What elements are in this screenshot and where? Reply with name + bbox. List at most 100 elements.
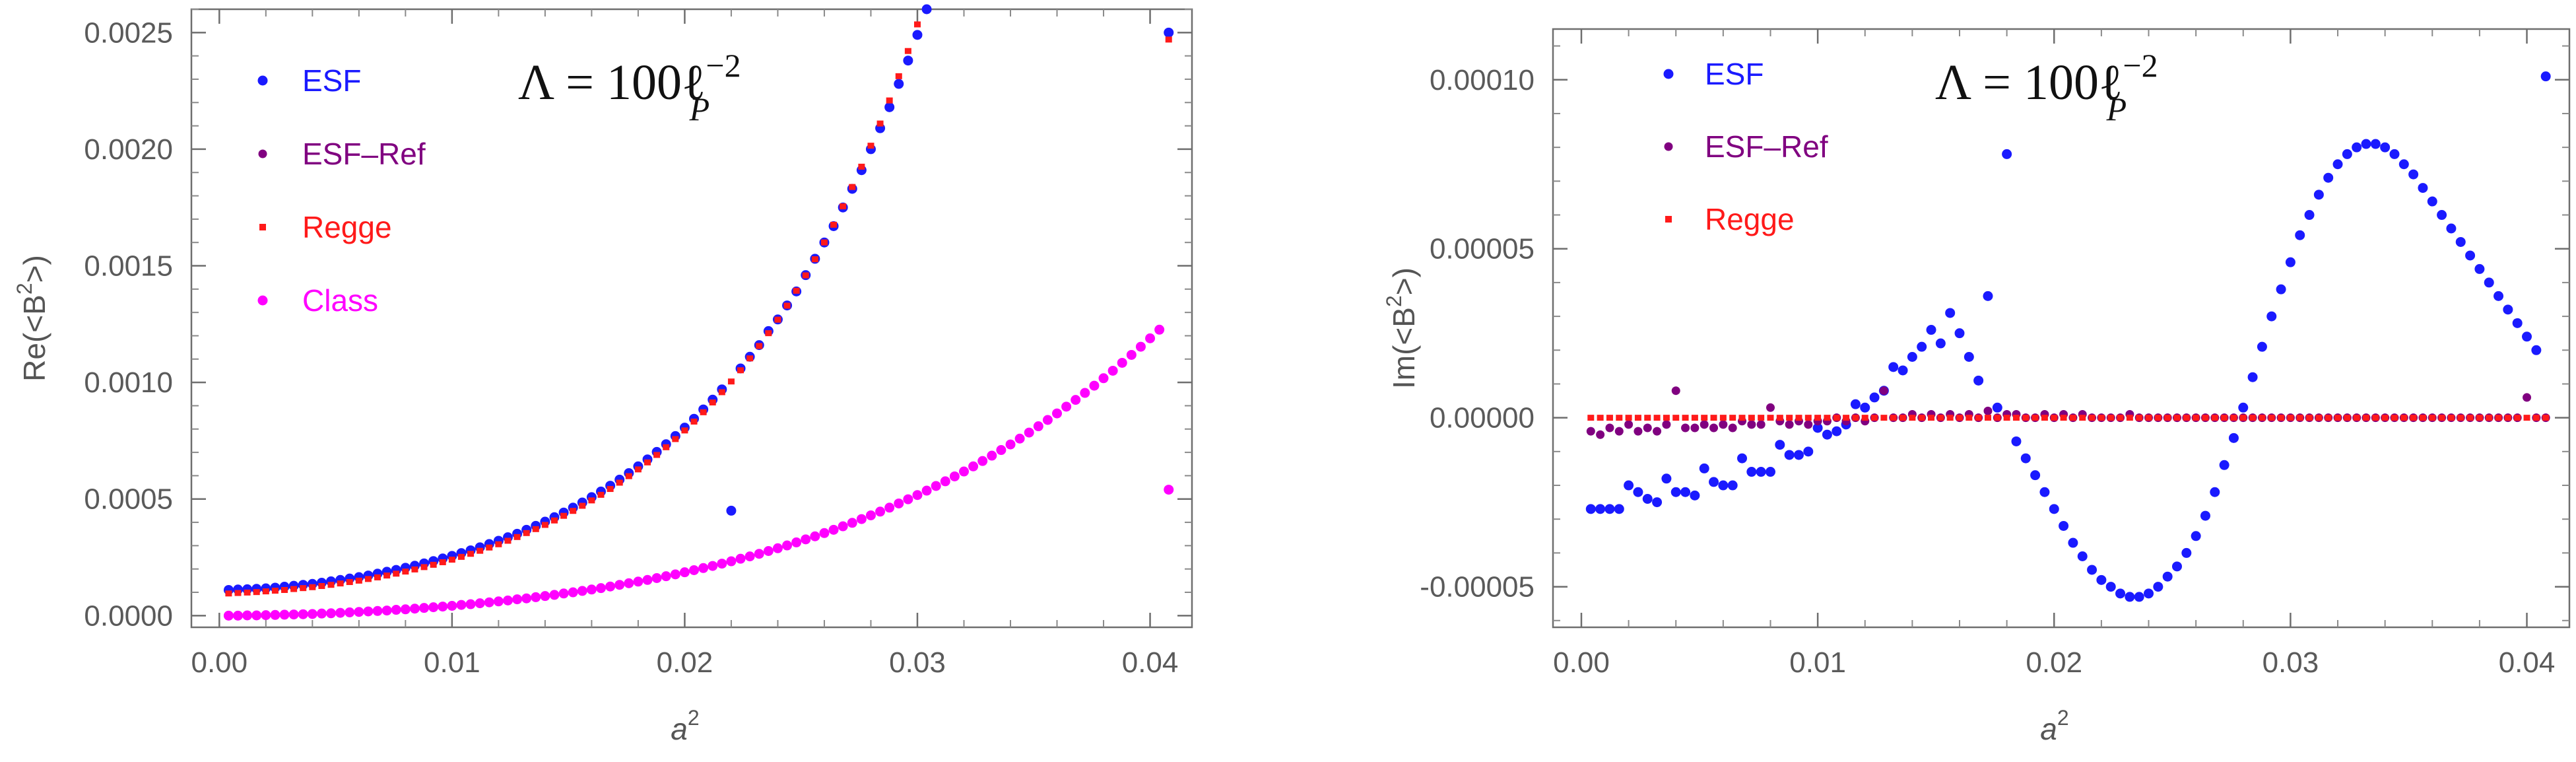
data-point [1690, 423, 1700, 433]
data-point [1701, 415, 1708, 421]
data-point [801, 534, 811, 545]
data-point [457, 553, 465, 560]
data-point [2097, 415, 2105, 421]
data-point [1681, 423, 1690, 433]
data-point [242, 610, 253, 621]
data-point [233, 610, 244, 621]
data-point [912, 30, 923, 40]
data-point [1005, 439, 1016, 450]
data-point [2002, 149, 2012, 159]
y-tick-label: 0.00010 [1430, 64, 1535, 96]
x-axis-label-sup: 2 [2057, 706, 2069, 730]
legend-label: ESF–Ref [1705, 129, 1828, 164]
data-point [2068, 537, 2078, 548]
data-point [1795, 415, 1802, 421]
data-point [1699, 463, 1709, 473]
data-point [782, 540, 793, 551]
data-point [381, 606, 392, 616]
data-point [2060, 415, 2067, 421]
data-point [633, 576, 644, 587]
data-point [1945, 308, 1956, 318]
series-class [223, 324, 1174, 621]
legend-label: ESF–Ref [302, 137, 426, 171]
data-point [1918, 415, 1925, 421]
data-point [912, 490, 923, 501]
data-point [1832, 426, 1842, 436]
data-point [2219, 460, 2229, 470]
data-point [318, 582, 325, 589]
y-tick-label: 0.0020 [84, 133, 173, 166]
data-point [1145, 333, 1156, 343]
x-tick-label: 0.03 [889, 646, 946, 679]
data-point [2136, 415, 2143, 421]
data-point [2012, 415, 2020, 421]
legend-marker [258, 149, 267, 158]
data-point [2523, 415, 2530, 421]
data-point [1984, 415, 1991, 421]
data-point [2247, 372, 2258, 382]
data-point [828, 524, 839, 535]
data-point [1644, 415, 1651, 421]
data-point [2266, 311, 2277, 322]
data-point [2531, 345, 2542, 355]
data-point [2342, 149, 2352, 159]
data-point [558, 588, 569, 599]
data-point [838, 521, 848, 532]
data-point [931, 481, 941, 491]
data-point [2117, 415, 2124, 421]
data-point [810, 531, 820, 541]
data-point [2466, 415, 2474, 421]
data-point [495, 541, 502, 547]
series-esf-ref [1586, 386, 2550, 439]
data-point [921, 4, 932, 15]
data-point [1165, 36, 1172, 43]
data-point [958, 466, 969, 477]
data-point [1625, 415, 1632, 421]
data-point [1747, 420, 1756, 429]
data-point [1663, 415, 1670, 421]
data-point [1748, 415, 1755, 421]
data-point [419, 603, 430, 613]
data-point [744, 551, 755, 562]
data-point [1718, 480, 1729, 491]
data-point [921, 485, 932, 496]
data-point [756, 343, 763, 349]
data-point [1597, 415, 1604, 421]
data-point [1624, 420, 1634, 429]
data-point [2438, 415, 2445, 421]
data-point [354, 607, 364, 617]
data-point [718, 389, 725, 396]
data-point [1690, 490, 1700, 501]
data-point [2228, 433, 2239, 443]
data-point [467, 551, 475, 557]
lambda-sup: −2 [2123, 47, 2158, 84]
legend-label: Class [302, 283, 378, 318]
data-point [2419, 415, 2426, 421]
data-point [2474, 263, 2485, 274]
plot-frame [1552, 28, 2571, 629]
data-point [2315, 415, 2323, 421]
data-point [2030, 470, 2041, 481]
data-point [2239, 415, 2247, 421]
data-point [886, 97, 893, 104]
data-point [2145, 415, 2152, 421]
lambda-sub: P [2106, 90, 2127, 127]
data-point [2408, 169, 2419, 180]
data-point [1803, 446, 1814, 457]
data-point [1852, 415, 1859, 421]
data-point [2542, 415, 2550, 421]
data-point [1107, 365, 1118, 376]
data-point [1850, 399, 1861, 409]
y-tick-label: 0.0000 [84, 600, 173, 632]
data-point [2295, 230, 2305, 240]
data-point [1804, 415, 1812, 421]
data-point [1975, 415, 1982, 421]
data-point [531, 592, 541, 602]
x-tick-label: 0.00 [1553, 646, 1610, 679]
data-point [2361, 139, 2371, 149]
x-axis-label: a2 [2040, 706, 2068, 746]
data-point [1909, 415, 1916, 421]
data-point [1672, 415, 1680, 421]
data-point [309, 584, 316, 590]
data-point [2495, 415, 2502, 421]
